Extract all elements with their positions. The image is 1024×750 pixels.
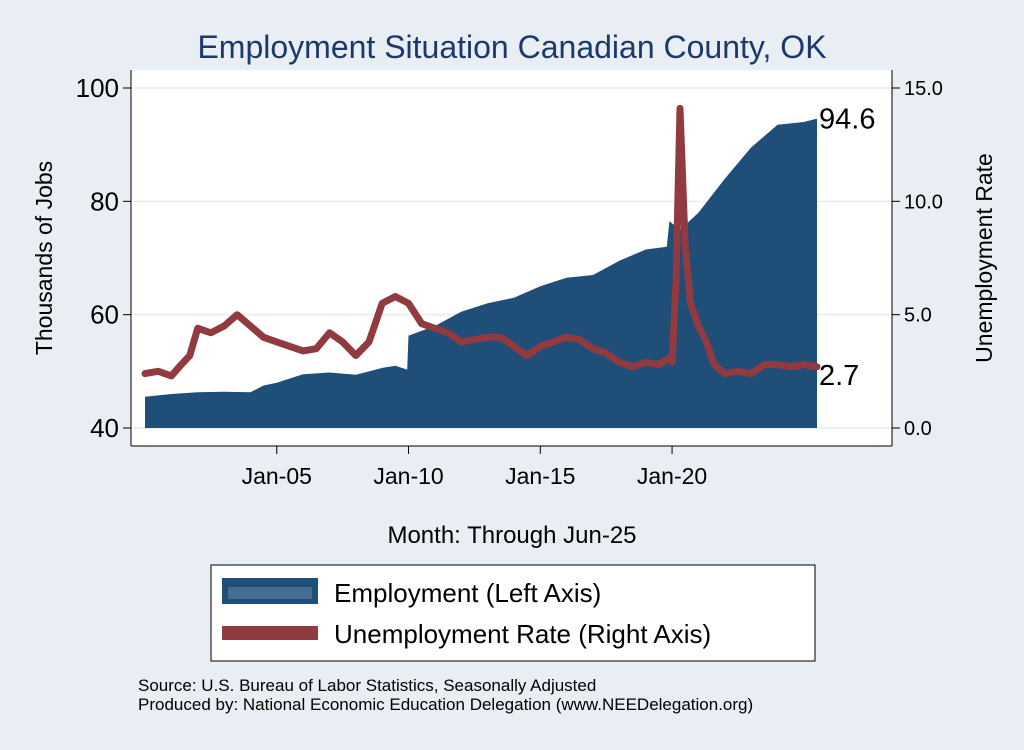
series-layer: 94.6 2.7 — [141, 104, 875, 428]
right-tick-label-0: 0.0 — [904, 418, 932, 440]
left-tick-label-40: 40 — [90, 413, 119, 443]
end-label-unemployment: 2.7 — [819, 360, 859, 392]
left-tick-label-80: 80 — [90, 186, 119, 216]
x-axis-label: Month: Through Jun-25 — [387, 522, 636, 549]
chart-title: Employment Situation Canadian County, OK — [197, 29, 826, 65]
legend-swatch-unemployment — [222, 626, 318, 640]
employment-area — [145, 118, 817, 428]
right-tick-label-10: 10.0 — [904, 191, 943, 213]
x-tick-label-2015: Jan-15 — [505, 463, 575, 489]
axes: 40 60 80 100 0.0 5.0 10.0 15.0 Jan-05 Jan-10 Jan-1… — [76, 70, 943, 489]
legend: Employment (Left Axis) Unemployment Rate… — [210, 564, 816, 662]
y-axis-label-right: Unemployment Rate — [971, 153, 997, 363]
left-tick-label-60: 60 — [90, 300, 119, 330]
end-label-employment: 94.6 — [819, 104, 875, 136]
left-tick-label-100: 100 — [76, 73, 119, 103]
right-tick-label-5: 5.0 — [904, 305, 932, 327]
unemployment-line — [141, 104, 821, 380]
x-tick-label-2020: Jan-20 — [637, 463, 707, 489]
source-note: Source: U.S. Bureau of Labor Statistics,… — [138, 676, 596, 695]
x-tick-label-2010: Jan-10 — [373, 463, 443, 489]
legend-label-unemployment: Unemployment Rate (Right Axis) — [334, 619, 711, 649]
legend-label-employment: Employment (Left Axis) — [334, 578, 601, 608]
legend-swatch-employment-highlight — [228, 587, 312, 599]
producer-note: Produced by: National Economic Education… — [138, 695, 753, 714]
y-axis-label-left: Thousands of Jobs — [31, 161, 57, 355]
x-tick-label-2005: Jan-05 — [242, 463, 312, 489]
right-tick-label-15: 15.0 — [904, 78, 943, 100]
